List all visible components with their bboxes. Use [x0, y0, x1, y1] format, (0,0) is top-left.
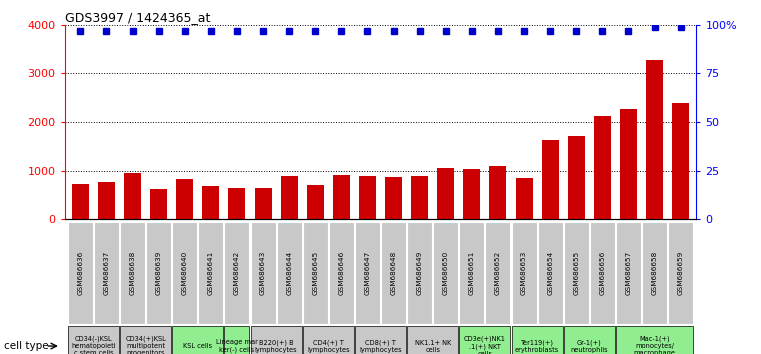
- Text: GSM686657: GSM686657: [626, 251, 632, 295]
- Text: GSM686647: GSM686647: [365, 251, 371, 295]
- Bar: [620, 109, 637, 219]
- Bar: [150, 189, 167, 219]
- Bar: [177, 178, 193, 219]
- Bar: [333, 175, 350, 219]
- Text: GSM686655: GSM686655: [573, 251, 579, 295]
- Text: CD3e(+)NK1
.1(+) NKT
cells: CD3e(+)NK1 .1(+) NKT cells: [464, 336, 506, 354]
- FancyBboxPatch shape: [172, 326, 224, 354]
- FancyBboxPatch shape: [68, 222, 93, 324]
- Text: GSM686641: GSM686641: [208, 251, 214, 295]
- Text: GSM686649: GSM686649: [417, 251, 422, 295]
- Text: Gr-1(+)
neutrophils: Gr-1(+) neutrophils: [571, 339, 608, 353]
- Text: GSM686638: GSM686638: [129, 251, 135, 295]
- Text: cell type: cell type: [4, 341, 49, 351]
- Bar: [228, 188, 246, 219]
- FancyBboxPatch shape: [564, 326, 615, 354]
- FancyBboxPatch shape: [172, 222, 197, 324]
- FancyBboxPatch shape: [460, 326, 511, 354]
- Text: GSM686659: GSM686659: [677, 251, 683, 295]
- FancyBboxPatch shape: [224, 326, 250, 354]
- Bar: [672, 103, 689, 219]
- FancyBboxPatch shape: [407, 222, 432, 324]
- Bar: [646, 60, 663, 219]
- FancyBboxPatch shape: [250, 326, 301, 354]
- FancyBboxPatch shape: [199, 222, 224, 324]
- FancyBboxPatch shape: [433, 222, 458, 324]
- FancyBboxPatch shape: [590, 222, 615, 324]
- FancyBboxPatch shape: [642, 222, 667, 324]
- Text: GSM686656: GSM686656: [600, 251, 605, 295]
- Bar: [438, 169, 454, 219]
- Text: GSM686650: GSM686650: [443, 251, 449, 295]
- FancyBboxPatch shape: [355, 222, 380, 324]
- Text: GSM686642: GSM686642: [234, 251, 240, 295]
- FancyBboxPatch shape: [120, 222, 145, 324]
- Text: Mac-1(+)
monocytes/
macrophage: Mac-1(+) monocytes/ macrophage: [634, 336, 676, 354]
- Bar: [385, 177, 402, 219]
- FancyBboxPatch shape: [486, 222, 511, 324]
- Text: Ter119(+)
erythroblasts: Ter119(+) erythroblasts: [515, 339, 559, 353]
- FancyBboxPatch shape: [329, 222, 354, 324]
- Bar: [463, 169, 480, 219]
- Text: GSM686637: GSM686637: [103, 251, 110, 295]
- Text: GSM686640: GSM686640: [182, 251, 188, 295]
- Bar: [594, 116, 611, 219]
- Bar: [202, 186, 219, 219]
- Bar: [411, 176, 428, 219]
- FancyBboxPatch shape: [276, 222, 301, 324]
- FancyBboxPatch shape: [146, 222, 171, 324]
- Text: GSM686645: GSM686645: [312, 251, 318, 295]
- FancyBboxPatch shape: [224, 222, 250, 324]
- FancyBboxPatch shape: [355, 326, 406, 354]
- FancyBboxPatch shape: [120, 326, 171, 354]
- FancyBboxPatch shape: [668, 222, 693, 324]
- FancyBboxPatch shape: [616, 326, 693, 354]
- FancyBboxPatch shape: [511, 326, 562, 354]
- Bar: [124, 173, 141, 219]
- Bar: [359, 176, 376, 219]
- Bar: [307, 185, 323, 219]
- FancyBboxPatch shape: [407, 326, 458, 354]
- FancyBboxPatch shape: [250, 222, 275, 324]
- FancyBboxPatch shape: [460, 222, 485, 324]
- Text: GSM686652: GSM686652: [495, 251, 501, 295]
- FancyBboxPatch shape: [616, 222, 641, 324]
- Text: GSM686651: GSM686651: [469, 251, 475, 295]
- FancyBboxPatch shape: [303, 326, 354, 354]
- Text: GDS3997 / 1424365_at: GDS3997 / 1424365_at: [65, 11, 210, 24]
- Text: CD4(+) T
lymphocytes: CD4(+) T lymphocytes: [307, 339, 349, 353]
- Text: Lineage mar
ker(-) cells: Lineage mar ker(-) cells: [216, 339, 258, 353]
- Text: GSM686653: GSM686653: [521, 251, 527, 295]
- Bar: [281, 176, 298, 219]
- Bar: [98, 183, 115, 219]
- Text: GSM686643: GSM686643: [260, 251, 266, 295]
- Bar: [515, 178, 533, 219]
- Bar: [489, 166, 506, 219]
- Bar: [255, 188, 272, 219]
- Text: GSM686639: GSM686639: [156, 251, 161, 295]
- Text: CD34(-)KSL
hematopoieti
c stem cells: CD34(-)KSL hematopoieti c stem cells: [71, 336, 116, 354]
- Bar: [568, 136, 584, 219]
- Text: GSM686654: GSM686654: [547, 251, 553, 295]
- Text: GSM686648: GSM686648: [390, 251, 396, 295]
- Bar: [72, 184, 89, 219]
- Text: CD34(+)KSL
multipotent
progenitors: CD34(+)KSL multipotent progenitors: [126, 336, 166, 354]
- Bar: [542, 139, 559, 219]
- Text: GSM686636: GSM686636: [78, 251, 84, 295]
- Text: GSM686646: GSM686646: [339, 251, 344, 295]
- FancyBboxPatch shape: [68, 326, 119, 354]
- FancyBboxPatch shape: [537, 222, 562, 324]
- FancyBboxPatch shape: [564, 222, 589, 324]
- Text: GSM686644: GSM686644: [286, 251, 292, 295]
- FancyBboxPatch shape: [303, 222, 328, 324]
- FancyBboxPatch shape: [511, 222, 537, 324]
- Text: CD8(+) T
lymphocytes: CD8(+) T lymphocytes: [359, 339, 402, 353]
- Text: KSL cells: KSL cells: [183, 343, 212, 349]
- FancyBboxPatch shape: [381, 222, 406, 324]
- Text: B220(+) B
lymphocytes: B220(+) B lymphocytes: [255, 339, 298, 353]
- Text: NK1.1+ NK
cells: NK1.1+ NK cells: [415, 339, 451, 353]
- Text: GSM686658: GSM686658: [651, 251, 658, 295]
- FancyBboxPatch shape: [94, 222, 119, 324]
